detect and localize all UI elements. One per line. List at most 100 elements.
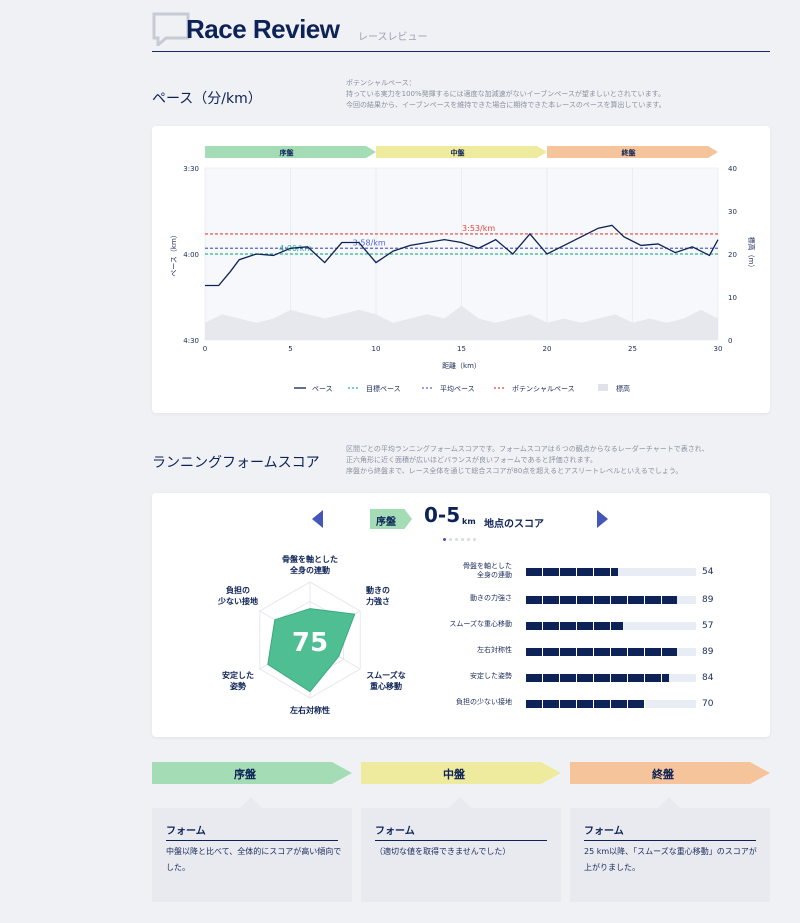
radar-axis-label: 姿勢	[230, 681, 246, 691]
radar-axis-label: 負担の	[226, 585, 250, 595]
legend-label: 平均ペース	[440, 384, 475, 393]
stage-box-heading: フォーム	[584, 822, 756, 841]
y-axis-title: ペース（km）	[170, 231, 178, 277]
score-bar-label: 動きの力強さ	[470, 594, 512, 602]
score-bar-value: 57	[702, 621, 714, 631]
previous-arrow-icon[interactable]	[312, 510, 323, 528]
legend-label: 目標ペース	[366, 384, 401, 393]
score-unit: km	[462, 517, 476, 526]
radar-axis-label: 安定した	[222, 670, 254, 680]
page-title: Race Review	[186, 14, 340, 44]
score-bar-label: スムーズな重心移動	[449, 620, 512, 628]
reference-line-label: 3:58/km	[353, 238, 386, 247]
stage-arrow	[205, 146, 376, 158]
total-score: 75	[292, 628, 328, 658]
legend-label: ポテンシャルペース	[512, 385, 575, 393]
score-bar-track	[526, 622, 696, 630]
pace-chart: 序盤 中盤 終盤0 5 10 15 20 25 303:304:004:304030201004…	[170, 146, 756, 393]
pace-desc-line: ポテンシャルペース：	[346, 79, 416, 87]
score-bar-label: 骨盤を軸とした 全身の連動	[463, 562, 512, 579]
y2-tick-label: 40	[728, 165, 737, 173]
score-bar-fill	[526, 622, 623, 630]
form-desc-line: 正六角形に近く面積が広いほどバランスが良いフォームであると評価されます。	[346, 456, 597, 464]
stage-arrow-label: 終盤	[622, 148, 637, 157]
stage-notch	[658, 797, 680, 808]
reference-line-label: 3:53/km	[462, 224, 495, 233]
score-bar-fill	[526, 568, 618, 576]
y2-axis-title: 標高（m）	[747, 237, 756, 272]
score-bar-track	[526, 648, 696, 656]
radar-axis-label: 少ない接地	[217, 596, 258, 606]
page-indicator	[443, 538, 476, 541]
score-bar-row: 安定した姿勢 84	[440, 672, 730, 692]
stage-box-middle: フォーム （適切な値を取得できませんでした）	[361, 808, 561, 902]
y2-tick-label: 30	[728, 208, 737, 216]
pace-desc-line: 今回の結果から、イーブンペースを維持できた場合に期待できた本レースのペースを算出…	[346, 101, 666, 109]
stage-box-text: （適切な値を取得できませんでした）	[375, 847, 511, 856]
next-arrow-icon[interactable]	[597, 510, 608, 528]
score-bar-fill	[526, 596, 678, 604]
pace-line	[205, 224, 719, 287]
legend-label: ペース	[312, 385, 333, 393]
page-dot[interactable]	[443, 538, 446, 541]
score-bar-row: 左右対称性 89	[440, 646, 730, 666]
y-tick-label: 3:30	[183, 165, 199, 173]
score-bar-fill	[526, 674, 669, 682]
page-dot[interactable]	[467, 538, 470, 541]
x-tick-label: 30	[714, 345, 723, 353]
score-bar-row: 動きの力強さ 89	[440, 594, 730, 614]
stage-box-heading: フォーム	[166, 822, 338, 841]
score-bar-track	[526, 568, 696, 576]
elevation-area	[205, 305, 718, 340]
score-range: 0-5	[424, 503, 461, 527]
page-dot[interactable]	[461, 538, 464, 541]
page-subtitle: レースレビュー	[358, 32, 428, 43]
stage-box-text: 中盤以降と比べて、全体的にスコアが高い傾向でした。	[166, 847, 342, 872]
radar-axis-label: 重心移動	[370, 681, 402, 691]
x-tick-label: 15	[457, 345, 466, 353]
radar-axis-label: 力強さ	[366, 596, 390, 606]
score-bar-fill	[526, 700, 645, 708]
form-section-title: ランニングフォームスコア	[152, 455, 320, 471]
stage-badge: 序盤	[370, 509, 412, 529]
form-score-card	[152, 493, 770, 737]
x-tick-label: 10	[372, 345, 381, 353]
score-bar-track	[526, 596, 696, 604]
score-bar-value: 89	[702, 647, 714, 657]
y-tick-label: 4:00	[183, 251, 199, 259]
stage-head-middle: 中盤	[361, 762, 561, 784]
y-tick-label: 4:30	[183, 337, 199, 345]
legend-swatch	[598, 384, 608, 391]
score-bar-row: 骨盤を軸とした 全身の連動 54	[440, 562, 730, 586]
radar-axis-label: 全身の連動	[289, 565, 330, 575]
form-section-desc: 区間ごとの平均ランニングフォームスコアです。フォームスコアは６つの観点からなるレ…	[346, 444, 709, 477]
score-bar-row: 負担の少ない接地 70	[440, 698, 730, 718]
page-header: Race Review レースレビュー	[152, 8, 770, 52]
x-tick-label: 25	[628, 345, 637, 353]
page-dot[interactable]	[455, 538, 458, 541]
pace-desc-line: 持っている実力を100%発揮するには適度な加減速がないイーブンペースが望ましいと…	[346, 90, 665, 98]
score-bar-track	[526, 674, 696, 682]
score-bar-fill	[526, 648, 678, 656]
score-label: 地点のスコア	[484, 519, 544, 530]
radar-axis-label: スムーズな	[366, 670, 406, 680]
stage-box-heading: フォーム	[375, 822, 547, 841]
form-desc-line: 区間ごとの平均ランニングフォームスコアです。フォームスコアは６つの観点からなるレ…	[346, 445, 709, 453]
stage-arrow	[376, 146, 547, 158]
y2-tick-label: 20	[728, 251, 737, 259]
form-desc-line: 序盤から終盤まで、レース全体を通じて総合スコアが80点を超えるとアスリートレベル…	[346, 467, 683, 475]
radar-axis-label: 左右対称性	[289, 705, 330, 715]
stage-head-early: 序盤	[152, 762, 352, 784]
x-tick-label: 0	[203, 345, 207, 353]
score-bar-row: スムーズな重心移動 57	[440, 620, 730, 640]
stage-notch	[449, 797, 471, 808]
pace-section-title: ペース（分/km）	[152, 91, 262, 107]
speech-bubble-icon	[152, 12, 190, 46]
page-dot[interactable]	[473, 538, 476, 541]
radar-axis-label: 骨盤を軸とした	[282, 554, 338, 564]
stage-arrow-label: 中盤	[451, 148, 466, 157]
score-bar-value: 70	[702, 699, 714, 709]
page-dot[interactable]	[449, 538, 452, 541]
score-bar-value: 84	[702, 673, 714, 683]
